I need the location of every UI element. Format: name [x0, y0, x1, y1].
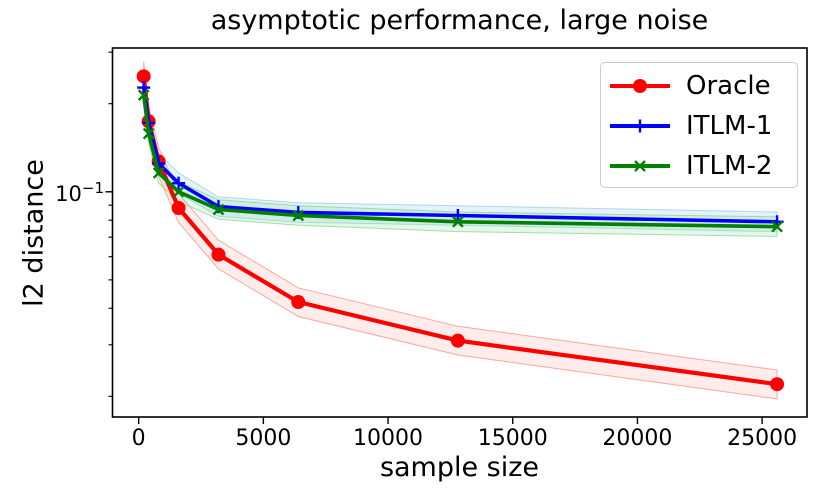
circle-marker-oracle	[450, 333, 465, 348]
x-marker-itlm-2	[172, 185, 185, 198]
series-itlm-2	[137, 89, 783, 233]
x-tick-label: 15000	[478, 426, 548, 451]
legend: Oracle ITLM-1 ITLM-2	[600, 62, 798, 188]
axes-box	[111, 47, 808, 418]
legend-label-itlm-1: ITLM-1	[686, 111, 773, 141]
legend-item-itlm-2: ITLM-2	[601, 146, 797, 186]
x-marker-itlm-2	[137, 89, 150, 101]
x-marker-itlm-2	[771, 220, 783, 233]
line-itlm-2	[141, 93, 779, 229]
x-tick-label: 25000	[727, 426, 797, 451]
legend-line-itlm-1	[610, 119, 670, 133]
x-axis: 0 5000 10000 15000 20000 25000	[132, 417, 797, 451]
x-tick-label: 20000	[602, 426, 672, 451]
x-tick-label: 0	[132, 426, 146, 451]
legend-item-oracle: Oracle	[601, 66, 797, 106]
plus-marker-itlm-1	[451, 208, 465, 222]
x-marker-itlm-2	[292, 209, 305, 222]
x-marker-legend	[634, 160, 646, 172]
legend-line-oracle	[610, 79, 670, 93]
x-marker-itlm-2	[142, 127, 155, 140]
circle-marker-oracle	[770, 377, 785, 392]
y-tick-label: 10−1	[52, 179, 104, 206]
x-marker-itlm-2	[452, 215, 464, 228]
legend-label-itlm-2: ITLM-2	[686, 151, 773, 181]
circle-marker-oracle	[291, 295, 306, 310]
y-axis	[105, 51, 113, 397]
x-axis-label: sample size	[379, 452, 540, 483]
legend-item-itlm-1: ITLM-1	[601, 106, 797, 146]
x-marker-itlm-2	[152, 167, 165, 179]
plus-marker-itlm-1	[172, 176, 186, 190]
x-marker-itlm-2	[212, 203, 225, 216]
x-tick-label: 10000	[353, 426, 423, 451]
y-tick-base: 10	[55, 182, 82, 206]
y-tick-exponent: −1	[81, 179, 104, 197]
circle-marker-legend	[633, 79, 647, 93]
circle-marker-oracle	[171, 201, 186, 216]
legend-line-itlm-2	[610, 160, 670, 172]
line-itlm-1	[141, 85, 779, 224]
legend-label-oracle: Oracle	[686, 71, 771, 101]
plus-marker-itlm-1	[137, 81, 151, 95]
plus-marker-legend	[633, 119, 647, 133]
circle-marker-oracle	[136, 69, 151, 84]
x-tick-label: 5000	[235, 426, 291, 451]
chart-title: asymptotic performance, large noise	[210, 5, 709, 36]
circle-marker-oracle	[211, 247, 226, 262]
